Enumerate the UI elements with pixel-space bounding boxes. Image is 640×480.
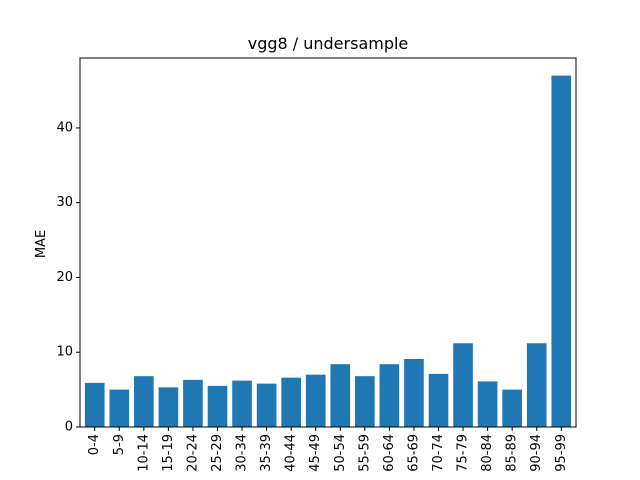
x-tick-label: 65-69 (406, 434, 421, 472)
bar-40-44 (281, 377, 301, 427)
bar-35-39 (256, 383, 277, 427)
x-tick-label: 90-94 (529, 434, 544, 472)
x-tick-label: 95-99 (554, 434, 569, 472)
bar-80-84 (477, 381, 498, 427)
bar-10-14 (134, 376, 154, 427)
plot-frame (79, 57, 577, 428)
x-tick-label: 20-24 (185, 434, 200, 472)
bar-70-74 (428, 373, 449, 427)
bar-20-24 (183, 379, 203, 427)
bar-65-69 (404, 358, 424, 427)
y-tick-label: 40 (56, 120, 73, 135)
bar-55-59 (355, 376, 375, 427)
y-axis-label: MAE (34, 230, 49, 258)
x-tick-label: 35-39 (259, 434, 274, 472)
y-tick-label: 20 (56, 270, 73, 285)
x-tick-label: 15-19 (161, 434, 176, 472)
x-tick-label: 60-64 (382, 434, 397, 472)
bars-group (84, 75, 572, 427)
bar-15-19 (158, 387, 179, 427)
x-tick-label: 40-44 (284, 434, 299, 472)
x-axis: 0-4 5-9 10-14 15-19 20-24 25-29 30-34 35-39 40-4… (87, 427, 569, 472)
chart-title: vgg8 / undersample (248, 34, 409, 53)
x-tick-label: 70-74 (431, 434, 446, 472)
x-tick-label: 30-34 (235, 434, 250, 472)
x-tick-label: 5-9 (112, 434, 127, 455)
x-tick-label: 85-89 (505, 434, 520, 472)
x-tick-label: 10-14 (136, 434, 151, 472)
x-tick-label: 75-79 (456, 434, 471, 472)
x-tick-label: 80-84 (480, 434, 495, 472)
y-tick-label: 30 (56, 195, 73, 210)
bar-0-4 (84, 382, 105, 427)
bar-95-99 (551, 75, 572, 427)
bar-5-9 (109, 389, 130, 427)
bar-30-34 (232, 380, 252, 427)
bar-60-64 (379, 364, 400, 427)
x-tick-label: 25-29 (210, 434, 225, 472)
x-tick-label: 0-4 (87, 434, 102, 455)
bar-75-79 (453, 343, 473, 427)
y-tick-label: 10 (56, 345, 73, 360)
bar-25-29 (207, 385, 228, 427)
y-tick-label: 0 (65, 420, 73, 435)
x-tick-label: 45-49 (308, 434, 323, 472)
bar-50-54 (330, 364, 351, 427)
bar-85-89 (502, 389, 522, 427)
bar-45-49 (305, 374, 326, 427)
y-axis: 0 10 20 30 40 (56, 120, 80, 435)
bar-90-94 (526, 343, 547, 427)
x-tick-label: 50-54 (333, 434, 348, 472)
x-tick-label: 55-59 (357, 434, 372, 472)
